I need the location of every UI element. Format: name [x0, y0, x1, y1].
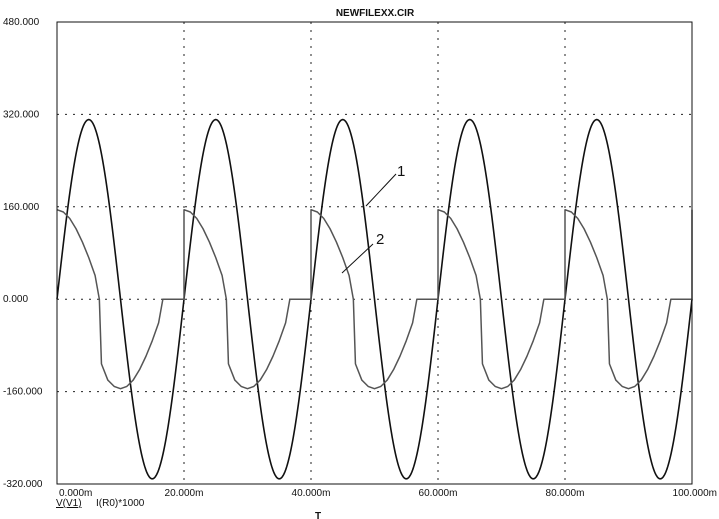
- y-tick-label: 320.000: [3, 109, 40, 120]
- x-tick-label: 20.000m: [165, 488, 204, 499]
- y-tick-labels: 480.000 320.000 160.000 0.000 -160.000 -320.0…: [3, 17, 43, 490]
- x-tick-label: 0.000m: [59, 488, 92, 499]
- annotation-leader-1: [365, 173, 397, 207]
- series-layer: [56, 118, 693, 480]
- legend-i-r0: I(R0)*1000: [96, 498, 145, 509]
- y-tick-label: 160.000: [3, 202, 40, 213]
- x-tick-label: 60.000m: [419, 488, 458, 499]
- y-tick-label: -320.000: [3, 479, 43, 490]
- series-line-i-r0: [56, 208, 693, 390]
- x-tick-label: 100.000m: [673, 488, 717, 499]
- grid-lines: [57, 22, 692, 484]
- annotation-leader-2: [341, 243, 374, 274]
- annotation-label-1: 1: [397, 163, 405, 180]
- y-tick-label: 480.000: [3, 17, 40, 28]
- annotation-label-2: 2: [376, 231, 384, 248]
- plot-frame: [56, 21, 693, 485]
- x-tick-labels: 0.000m 20.000m 40.000m 60.000m 80.000m 100.00…: [59, 488, 717, 499]
- x-axis-label: T: [315, 511, 321, 519]
- x-tick-label: 40.000m: [292, 488, 331, 499]
- y-tick-label: -160.000: [3, 387, 43, 398]
- series-line-v-v1: [56, 118, 693, 480]
- legend-v-v1: V(V1): [56, 498, 82, 509]
- y-tick-label: 0.000: [3, 294, 28, 305]
- chart-title: NEWFILEXX.CIR: [336, 8, 415, 19]
- x-tick-label: 80.000m: [546, 488, 585, 499]
